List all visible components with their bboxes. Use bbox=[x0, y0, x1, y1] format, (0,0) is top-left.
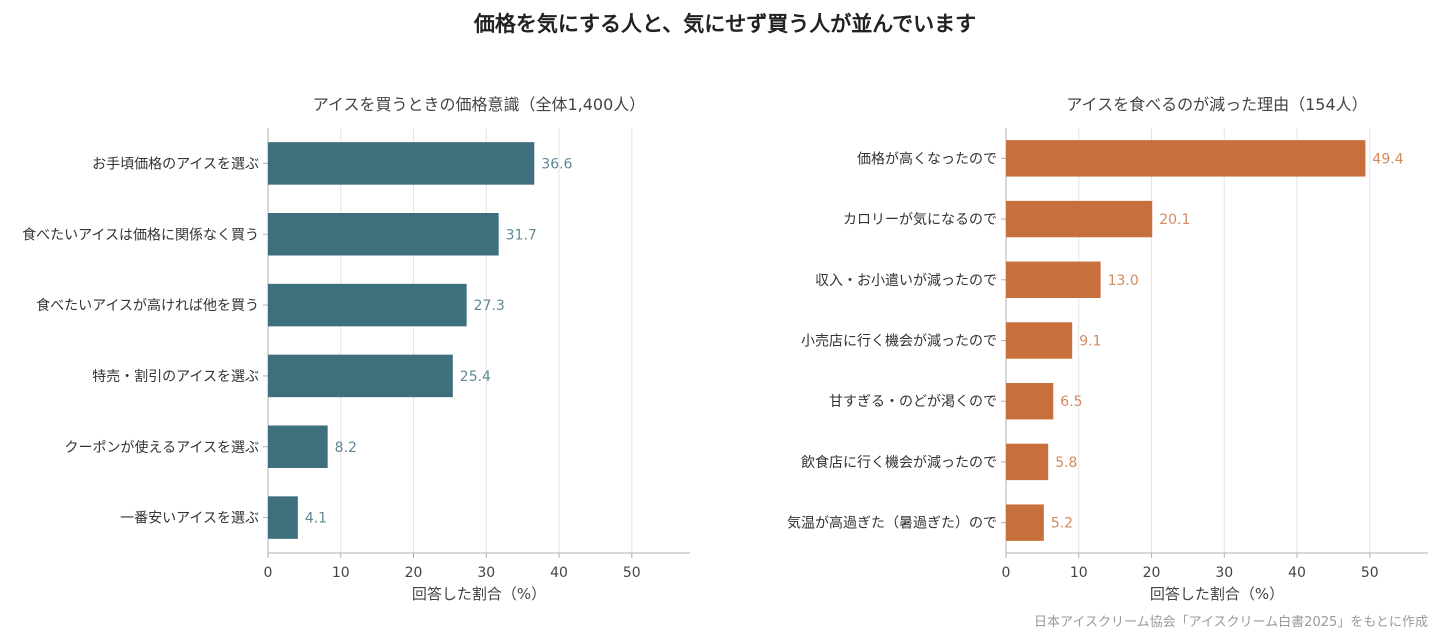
chart1-category-label: 一番安いアイスを選ぶ bbox=[120, 511, 259, 527]
chart2-x-tick-label: 30 bbox=[1215, 565, 1233, 581]
chart2-bar bbox=[1006, 261, 1101, 298]
chart2-value-label: 49.4 bbox=[1372, 151, 1403, 167]
chart1-bar bbox=[268, 425, 328, 468]
chart2-value-label: 20.1 bbox=[1159, 212, 1190, 228]
chart2-category-label: 飲食店に行く機会が減ったので bbox=[801, 454, 997, 471]
chart2-category-label: 収入・お小遣いが減ったので bbox=[815, 272, 997, 289]
chart2-x-tick-label: 40 bbox=[1288, 565, 1306, 581]
chart1-value-label: 25.4 bbox=[460, 369, 491, 385]
chart2-x-axis-label: 回答した割合（%） bbox=[1150, 585, 1284, 603]
chart1-title: アイスを買うときの価格意識（全体1,400人） bbox=[313, 95, 646, 114]
chart2-bar bbox=[1006, 322, 1073, 359]
chart1-x-tick-label: 40 bbox=[550, 565, 568, 581]
chart2-value-label: 5.8 bbox=[1055, 455, 1077, 471]
chart1-value-label: 36.6 bbox=[541, 156, 572, 172]
chart2-x-tick-label: 50 bbox=[1361, 565, 1379, 581]
chart1-x-tick-label: 0 bbox=[264, 565, 273, 581]
chart2-bar bbox=[1006, 383, 1054, 420]
chart2-bar bbox=[1006, 200, 1153, 238]
chart2-x-tick-label: 20 bbox=[1143, 565, 1161, 581]
chart1-x-tick-label: 30 bbox=[477, 565, 495, 581]
chart1-x-tick-label: 50 bbox=[623, 565, 641, 581]
chart1-bar bbox=[268, 213, 499, 256]
chart1-value-label: 31.7 bbox=[506, 227, 537, 243]
chart1-bar bbox=[268, 283, 467, 327]
chart2-x-tick-label: 0 bbox=[1002, 565, 1011, 581]
chart1-category-label: クーポンが使えるアイスを選ぶ bbox=[65, 439, 259, 456]
chart2-bar bbox=[1006, 504, 1044, 541]
chart1-bar bbox=[268, 496, 298, 539]
chart1-bar bbox=[268, 354, 453, 398]
chart2-category-label: 価格が高くなったので bbox=[857, 150, 997, 167]
source-note: 日本アイスクリーム協会「アイスクリーム白書2025」をもとに作成 bbox=[1034, 615, 1428, 630]
chart2-category-label: 気温が高過ぎた（暑過ぎた）ので bbox=[787, 515, 997, 532]
chart2-bar bbox=[1006, 140, 1366, 177]
chart2-title: アイスを食べるのが減った理由（154人） bbox=[1066, 95, 1367, 114]
chart2-value-label: 5.2 bbox=[1051, 516, 1073, 532]
chart2-value-label: 13.0 bbox=[1108, 273, 1139, 289]
chart1-value-label: 4.1 bbox=[305, 511, 327, 527]
chart2-x-tick-label: 10 bbox=[1070, 565, 1088, 581]
chart1-value-label: 8.2 bbox=[335, 440, 357, 456]
chart1-category-label: 食べたいアイスが高ければ他を買う bbox=[36, 297, 259, 314]
chart1-x-axis-label: 回答した割合（%） bbox=[412, 585, 546, 603]
chart2-category-label: 小売店に行く機会が減ったので bbox=[801, 333, 997, 350]
chart2-value-label: 9.1 bbox=[1079, 334, 1101, 350]
chart1-category-label: 食べたいアイスは価格に関係なく買う bbox=[22, 226, 259, 243]
chart1-x-tick-label: 20 bbox=[405, 565, 423, 581]
main-title: 価格を気にする人と、気にせず買う人が並んでいます bbox=[473, 12, 977, 36]
chart1-value-label: 27.3 bbox=[474, 298, 505, 314]
chart1-bar bbox=[268, 142, 535, 185]
chart1-x-tick-label: 10 bbox=[332, 565, 350, 581]
chart1-category-label: 特売・割引のアイスを選ぶ bbox=[92, 368, 259, 385]
chart2-value-label: 6.5 bbox=[1060, 394, 1082, 410]
chart2-category-label: カロリーが気になるので bbox=[843, 212, 997, 228]
chart1-category-label: お手頃価格のアイスを選ぶ bbox=[92, 156, 259, 172]
chart2-bar bbox=[1006, 443, 1049, 481]
chart2-category-label: 甘すぎる・のどが渇くので bbox=[829, 394, 997, 410]
